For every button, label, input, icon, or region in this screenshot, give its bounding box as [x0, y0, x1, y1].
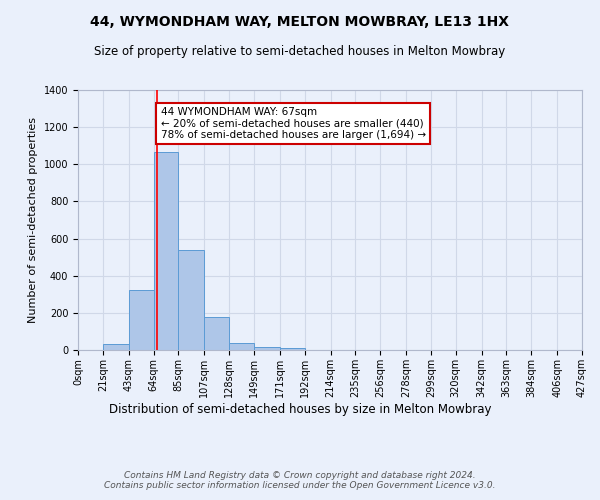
Bar	[129, 290, 154, 350]
Bar	[280, 348, 305, 350]
Bar	[154, 152, 178, 350]
Bar	[254, 346, 280, 350]
Bar	[103, 344, 129, 350]
Bar	[178, 250, 204, 350]
Text: Size of property relative to semi-detached houses in Melton Mowbray: Size of property relative to semi-detach…	[94, 45, 506, 58]
Bar	[229, 343, 254, 350]
Text: Distribution of semi-detached houses by size in Melton Mowbray: Distribution of semi-detached houses by …	[109, 402, 491, 415]
Text: 44 WYMONDHAM WAY: 67sqm
← 20% of semi-detached houses are smaller (440)
78% of s: 44 WYMONDHAM WAY: 67sqm ← 20% of semi-de…	[161, 106, 426, 140]
Text: Contains HM Land Registry data © Crown copyright and database right 2024.
Contai: Contains HM Land Registry data © Crown c…	[104, 470, 496, 490]
Bar	[204, 317, 229, 350]
Y-axis label: Number of semi-detached properties: Number of semi-detached properties	[28, 117, 38, 323]
Text: 44, WYMONDHAM WAY, MELTON MOWBRAY, LE13 1HX: 44, WYMONDHAM WAY, MELTON MOWBRAY, LE13 …	[91, 15, 509, 29]
